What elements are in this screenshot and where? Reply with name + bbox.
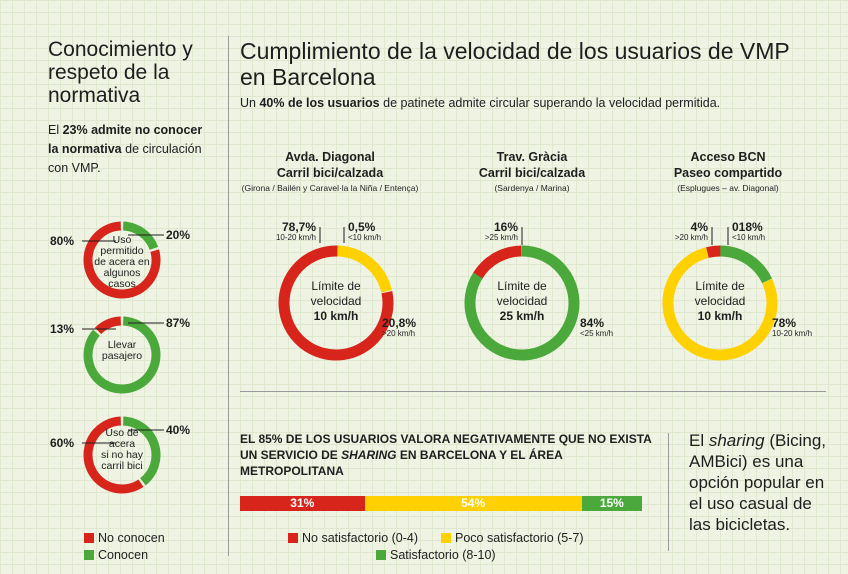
donut-value-red: 60%	[50, 436, 74, 450]
donut-center-label: pasajero	[102, 350, 142, 362]
center-label: velocidad	[497, 294, 548, 308]
speed-slice-yellow	[337, 245, 392, 293]
donut-center-label: permitido	[100, 245, 143, 257]
speed-slice-red	[473, 245, 522, 279]
donut-slice-conocen	[83, 316, 161, 394]
bar-segment-green: 15%	[581, 496, 642, 511]
legend-satisfactorio: Satisfactorio (8-10)	[376, 548, 496, 562]
slice-sub-label: 10-20 km/h	[772, 329, 812, 338]
main-subtitle: Un 40% de los usuarios de patinete admit…	[240, 96, 721, 110]
slice-sub-label: <25 km/h	[580, 329, 613, 338]
donut-center-label: carril bici	[101, 460, 142, 472]
slice-value-label: 16%	[494, 220, 518, 234]
left-title: Conocimiento y respeto de la normativa	[48, 38, 193, 107]
slice-value-label: 0,5%	[348, 220, 376, 234]
slice-value-label: 20,8%	[382, 316, 416, 330]
section-divider	[240, 391, 826, 392]
donut-value-green: 20%	[166, 228, 190, 242]
center-label: Límite de	[695, 279, 745, 293]
red-swatch	[84, 533, 94, 543]
speed-slice-red	[706, 245, 721, 258]
yellow-swatch	[441, 533, 451, 543]
legend-no-satisfactorio: No satisfactorio (0-4)	[288, 531, 418, 545]
speed-slice-green	[464, 245, 580, 361]
slice-value-label: 4%	[691, 220, 709, 234]
slice-sub-label: >20 km/h	[382, 329, 415, 338]
red-swatch	[288, 533, 298, 543]
donut-slice-no-conocen	[83, 221, 161, 299]
donut-value-green: 87%	[166, 316, 190, 330]
center-speed: 25 km/h	[500, 309, 545, 323]
donut-slice-no-conocen	[83, 416, 144, 494]
slice-value-label: 018%	[732, 220, 763, 234]
center-label: velocidad	[311, 294, 362, 308]
donut-slice-no-conocen	[94, 316, 122, 335]
sharing-quote: El sharing (Bicing, AMBici) es una opció…	[689, 431, 827, 534]
donut-center-label: Llevar	[108, 339, 137, 351]
green-swatch	[84, 550, 94, 560]
donut-value-red: 13%	[50, 322, 74, 336]
donut-value-red: 80%	[50, 234, 74, 248]
donut-center-label: casos	[108, 278, 135, 290]
evaluation-bar: 31% 54% 15%	[240, 496, 642, 511]
center-speed: 10 km/h	[314, 309, 359, 323]
legend-conocen: Conocen	[84, 548, 148, 562]
center-label: Límite de	[311, 279, 361, 293]
legend-poco-satisfactorio: Poco satisfactorio (5-7)	[441, 531, 584, 545]
main-title: Cumplimiento de la velocidad de los usua…	[240, 38, 790, 90]
slice-sub-label: 10-20 km/h	[276, 233, 316, 242]
evaluation-title: EL 85% DE LOS USUARIOS VALORA NEGATIVAME…	[240, 432, 652, 478]
slice-sub-label: >25 km/h	[485, 233, 518, 242]
quote-divider	[668, 433, 669, 551]
speed-slice-red	[278, 245, 394, 361]
donut-slice-conocen	[122, 221, 159, 251]
green-swatch	[376, 550, 386, 560]
legend-no-conocen: No conocen	[84, 531, 165, 545]
donut-center-label: algunos	[104, 267, 141, 279]
donut-center-label: de acera en	[94, 256, 150, 268]
location-diagonal: Avda. Diagonal Carril bici/calzada (Giro…	[241, 150, 419, 193]
slice-sub-label: <10 km/h	[348, 233, 381, 242]
donut-center-label: Uso	[113, 234, 132, 246]
donut-value-green: 40%	[166, 423, 190, 437]
location-gracia: Trav. Gràcia Carril bici/calzada (Sarden…	[478, 150, 586, 193]
left-intro: El 23% admite no conocer la normativa de…	[48, 123, 203, 175]
bar-segment-red: 31%	[240, 496, 365, 511]
slice-sub-label: >20 km/h	[675, 233, 708, 242]
slice-value-label: 84%	[580, 316, 604, 330]
center-label: velocidad	[695, 294, 746, 308]
donut-center-label: si no hay	[101, 449, 144, 461]
slice-value-label: 78%	[772, 316, 796, 330]
center-label: Límite de	[497, 279, 547, 293]
column-divider	[228, 36, 229, 556]
donut-center-label: acera	[109, 438, 135, 450]
slice-value-label: 78,7%	[282, 220, 316, 234]
donut-slice-conocen	[122, 416, 161, 486]
location-acceso: Acceso BCN Paseo compartido (Esplugues –…	[673, 150, 783, 193]
slice-sub-label: <10 km/h	[732, 233, 765, 242]
bar-segment-yellow: 54%	[364, 496, 582, 511]
speed-slice-green	[719, 245, 773, 284]
speed-slice-yellow	[662, 247, 778, 361]
center-speed: 10 km/h	[698, 309, 743, 323]
